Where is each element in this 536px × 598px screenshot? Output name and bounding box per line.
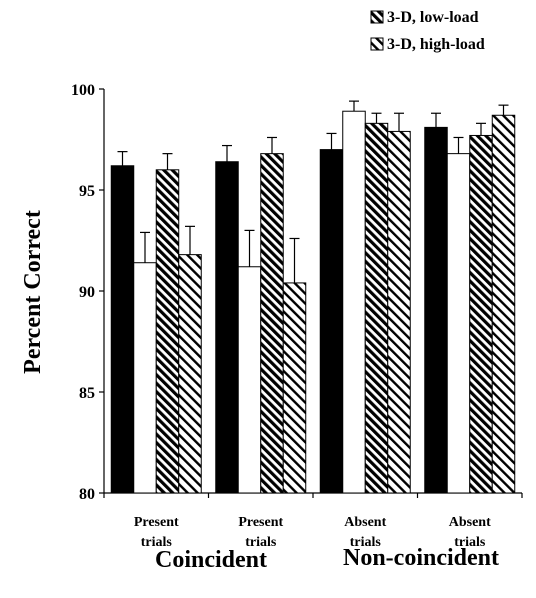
category-label: Absent trials	[344, 515, 386, 550]
group-label-coincident: Coincident	[155, 547, 267, 573]
y-tick-label: 95	[79, 183, 95, 200]
x-ticks	[103, 493, 523, 498]
y-tick-label: 80	[79, 486, 95, 503]
legend-label-high-load: 3-D, high-load	[387, 36, 485, 53]
legend-label-low-load: 3-D, low-load	[387, 9, 479, 26]
legend-swatch-low-load	[370, 10, 384, 24]
bar	[424, 126, 448, 494]
error-bars	[117, 100, 509, 283]
category-label: Present trials	[238, 515, 283, 550]
group-label-non-coincident: Non-coincident	[343, 545, 499, 571]
bar	[178, 254, 202, 494]
bar	[387, 130, 411, 494]
bar	[155, 169, 180, 494]
bar	[110, 165, 135, 494]
bar	[319, 149, 344, 494]
category-labels: Present trials Present trials Absent trials Ab…	[134, 515, 491, 550]
bar	[215, 161, 239, 494]
category-label: Absent trials	[449, 515, 491, 550]
y-axis-label: Percent Correct	[20, 210, 46, 374]
y-tick-label: 90	[79, 284, 95, 301]
bar	[364, 122, 389, 494]
bar	[491, 114, 516, 494]
bar	[260, 153, 284, 494]
bar	[446, 153, 471, 494]
y-tick-label: 100	[71, 82, 95, 99]
bar	[469, 134, 493, 494]
legend: 3-D, low-load 3-D, high-load	[370, 9, 485, 53]
bars	[110, 110, 516, 494]
bar	[342, 110, 366, 494]
legend-swatch-high-load	[370, 37, 384, 51]
y-tick-label: 85	[79, 385, 95, 402]
y-ticks: 80 85 90 95 100	[71, 82, 104, 503]
category-label: Present trials	[134, 515, 179, 550]
bar	[282, 282, 307, 494]
bar	[133, 262, 157, 494]
bar	[237, 266, 262, 494]
